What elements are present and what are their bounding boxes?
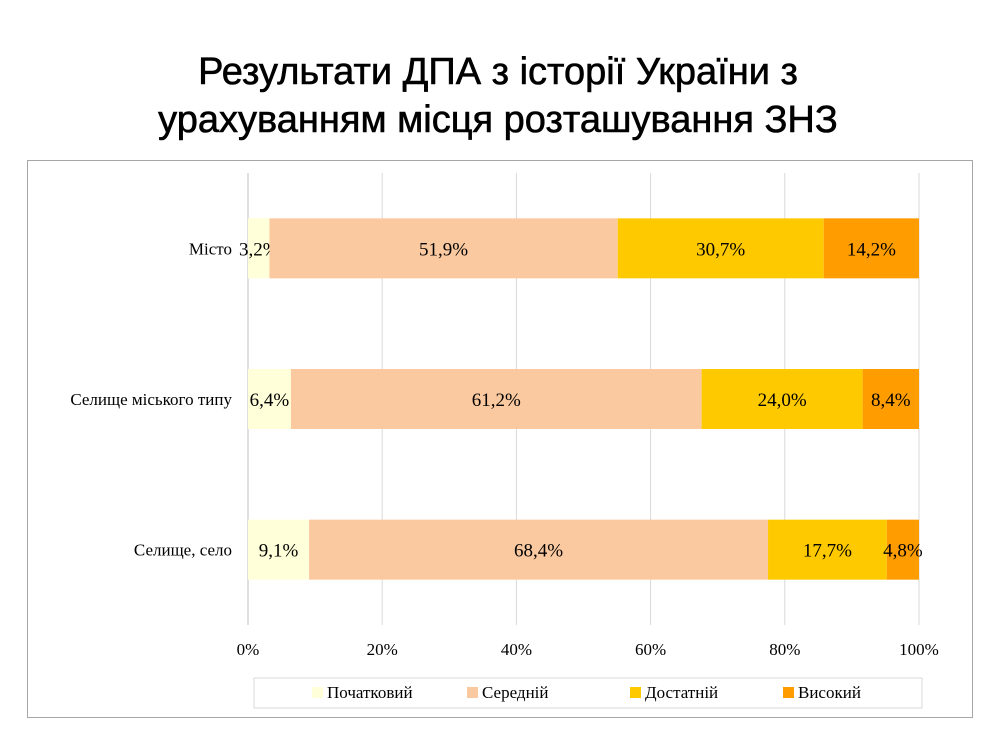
- bar-segment: [886, 519, 919, 580]
- bar-segment: [862, 369, 919, 429]
- chart-title: Результати ДПА з історії України з ураху…: [0, 48, 996, 144]
- x-tick-label: 100%: [899, 640, 939, 659]
- x-tick-label: 60%: [635, 640, 666, 659]
- data-label: 17,7%: [803, 541, 852, 562]
- legend-label: Середній: [482, 683, 548, 702]
- data-label: 61,2%: [472, 390, 521, 411]
- bar-segment: [617, 218, 824, 279]
- data-label: 24,0%: [758, 390, 807, 411]
- category-label: Селище, село: [134, 541, 232, 560]
- legend-label: Високий: [798, 683, 861, 702]
- data-label: 3,2%: [239, 239, 279, 260]
- data-label: 30,7%: [696, 239, 745, 260]
- bar-segment: [248, 369, 291, 429]
- category-label: Місто: [189, 239, 232, 258]
- data-label: 4,8%: [883, 541, 923, 562]
- legend-swatch: [630, 687, 641, 698]
- legend-swatch: [783, 687, 794, 698]
- legend-label: Достатній: [645, 683, 718, 702]
- bar-segment: [309, 519, 769, 580]
- data-label: 68,4%: [514, 541, 563, 562]
- x-tick-label: 20%: [367, 640, 398, 659]
- bar-segment: [701, 369, 863, 429]
- x-tick-label: 0%: [237, 640, 260, 659]
- bar-segment: [269, 218, 618, 279]
- category-label: Селище міського типу: [70, 390, 232, 409]
- x-tick-label: 40%: [501, 640, 532, 659]
- legend-swatch: [312, 687, 323, 698]
- x-tick-label: 80%: [769, 640, 800, 659]
- chart-title-line-1: Результати ДПА з історії України з: [198, 51, 798, 94]
- bar-segment: [290, 369, 702, 429]
- legend-swatch: [467, 687, 478, 698]
- chart-title-line-2: урахуванням місця розташування ЗНЗ: [158, 99, 838, 142]
- data-label: 51,9%: [419, 239, 468, 260]
- data-label: 6,4%: [250, 390, 290, 411]
- data-label: 8,4%: [871, 390, 911, 411]
- bar-segment: [823, 218, 919, 279]
- bar-segment: [768, 519, 887, 580]
- data-label: 9,1%: [259, 541, 299, 562]
- bar-segment: [248, 519, 310, 580]
- legend-box: [253, 677, 923, 709]
- data-label: 14,2%: [847, 239, 896, 260]
- bar-segment: [248, 218, 270, 279]
- legend-label: Початковий: [327, 683, 413, 702]
